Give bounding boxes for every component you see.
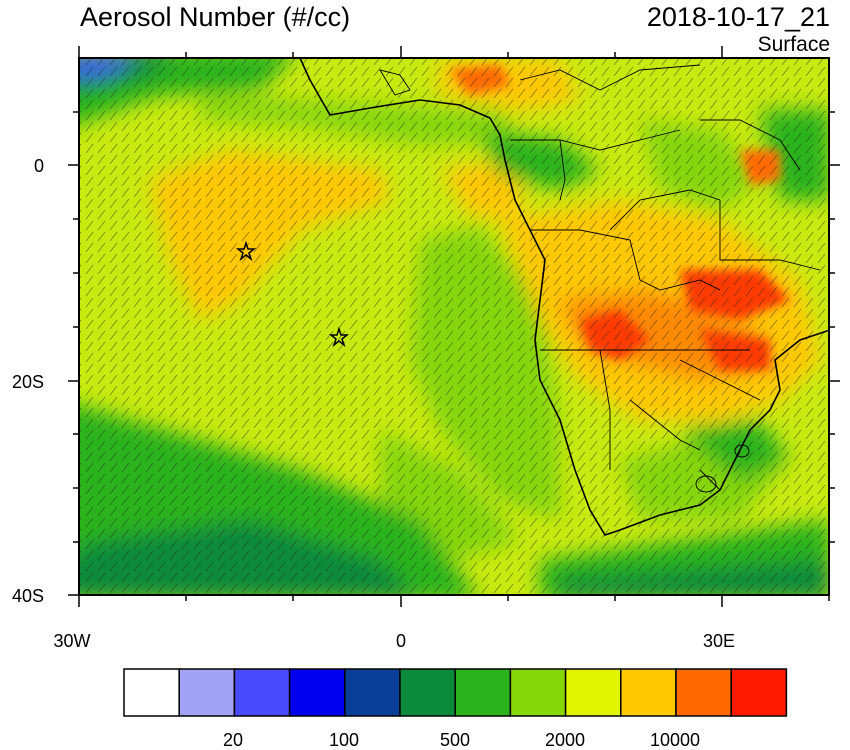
station-marker-2 (328, 326, 350, 348)
colorbar-swatch (509, 668, 567, 717)
colorbar-swatch (123, 668, 180, 717)
colorbar-label: 2000 (545, 730, 585, 750)
map-datetime: 2018-10-17_21 (646, 2, 830, 32)
colorbar-label: 500 (440, 730, 470, 750)
station-marker-1 (235, 240, 257, 262)
x-tick-label: 30W (53, 631, 90, 651)
colorbar-swatch (564, 668, 622, 717)
y-tick-label: 0 (34, 156, 44, 176)
x-tick-label: 0 (396, 631, 406, 651)
map-level: Surface (757, 33, 830, 56)
colorbar-swatch (288, 668, 346, 717)
colorbar-label: 100 (329, 730, 359, 750)
x-axis-ticks (78, 46, 830, 607)
aerosol-field (79, 58, 829, 595)
map-title: Aerosol Number (#/cc) (80, 2, 351, 32)
country-borders (379, 64, 821, 493)
colorbar-swatch (399, 668, 456, 717)
y-tick-label: 20S (12, 372, 44, 392)
colorbar-labels: 20 100 500 2000 10000 (223, 730, 700, 750)
colorbar-label: 20 (223, 730, 243, 750)
colorbar-swatch (344, 668, 401, 717)
colorbar-swatch (233, 668, 291, 717)
colorbar-swatch (454, 668, 512, 717)
x-tick-label: 30E (703, 631, 735, 651)
y-axis-ticks (68, 111, 840, 596)
colorbar (123, 668, 788, 717)
colorbar-swatch (178, 668, 236, 717)
colorbar-swatch (620, 668, 677, 717)
colorbar-swatch (730, 668, 788, 717)
coastline-africa (299, 58, 829, 536)
y-tick-label: 40S (12, 586, 44, 606)
colorbar-swatch (675, 668, 732, 717)
colorbar-label: 10000 (650, 730, 700, 750)
